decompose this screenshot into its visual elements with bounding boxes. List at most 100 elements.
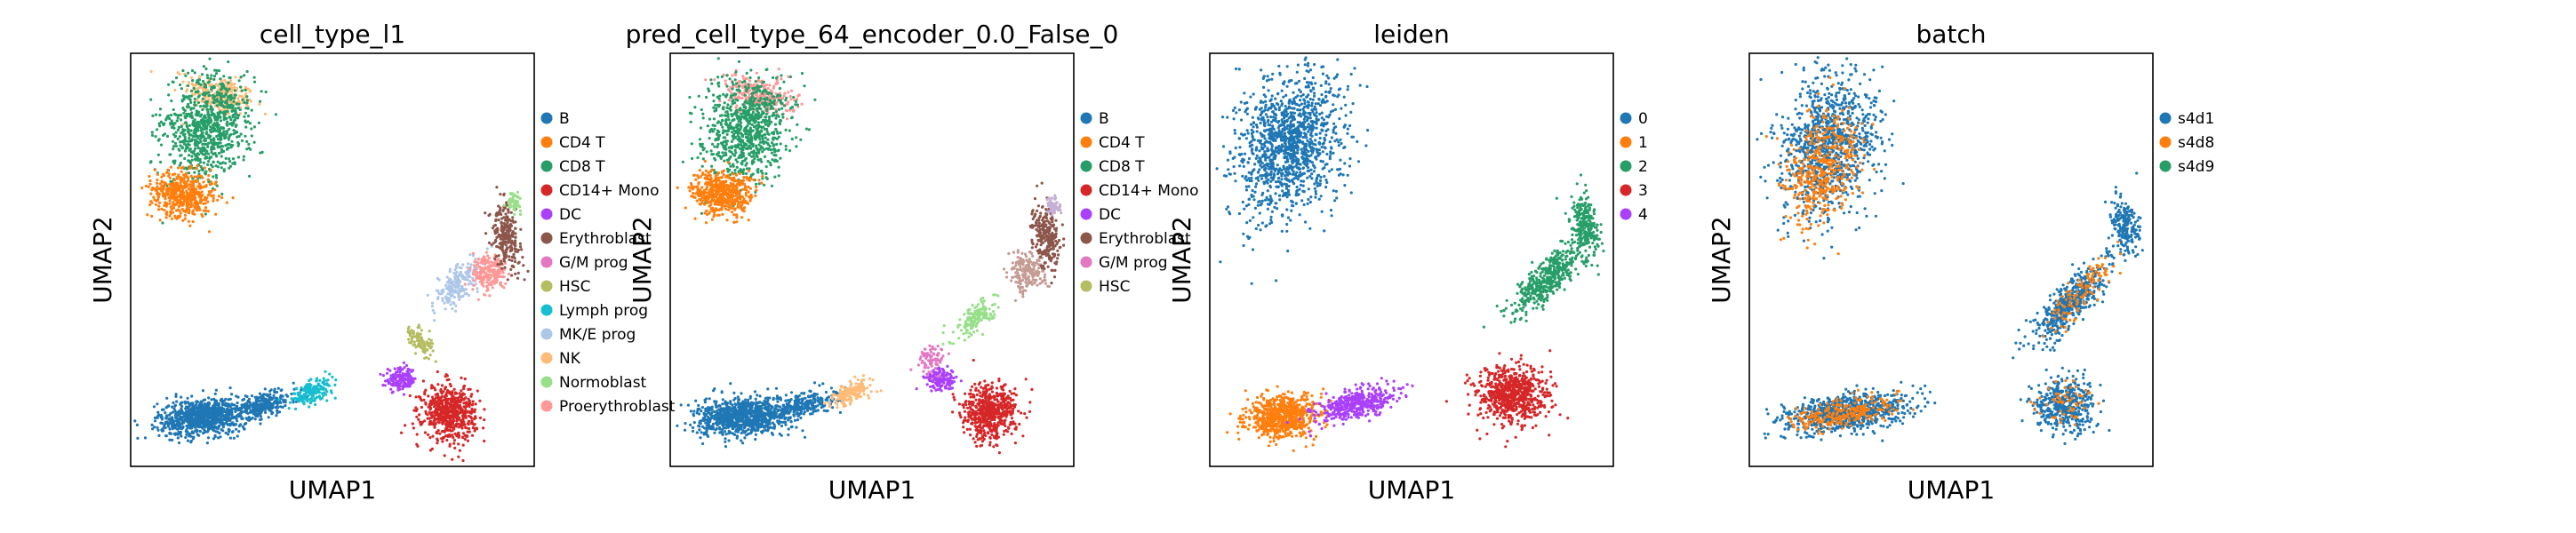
data-point: [509, 204, 513, 208]
data-point: [441, 298, 444, 303]
data-point: [716, 145, 719, 148]
data-point: [475, 426, 478, 430]
data-point: [465, 292, 468, 296]
data-point: [210, 416, 213, 419]
data-point: [502, 286, 506, 290]
data-point: [243, 115, 246, 118]
data-point: [423, 431, 428, 434]
data-point: [454, 416, 458, 419]
data-point: [224, 81, 228, 84]
data-point: [219, 88, 223, 91]
data-point: [518, 242, 523, 245]
data-point: [716, 95, 719, 99]
data-point: [176, 436, 180, 440]
data-point: [451, 421, 454, 425]
data-point: [482, 426, 485, 430]
data-point: [490, 283, 493, 287]
data-point: [186, 194, 189, 197]
data-point: [210, 150, 213, 154]
data-point: [421, 341, 425, 345]
data-point: [452, 442, 456, 445]
data-point: [240, 417, 244, 421]
data-point: [184, 402, 188, 405]
data-point: [180, 395, 183, 399]
data-point: [199, 161, 203, 164]
data-point: [180, 407, 183, 410]
data-point: [441, 440, 444, 443]
data-point: [279, 388, 283, 393]
data-point: [197, 141, 201, 145]
data-point: [201, 134, 204, 138]
data-point: [191, 92, 195, 96]
data-point: [182, 111, 186, 115]
data-point: [289, 401, 292, 404]
data-point: [196, 98, 199, 101]
data-point: [511, 264, 515, 267]
data-point: [213, 188, 217, 192]
data-point: [236, 106, 240, 110]
data-point: [737, 84, 741, 88]
data-point: [224, 421, 228, 425]
data-point: [294, 407, 298, 410]
data-point: [292, 397, 296, 401]
data-point: [211, 409, 214, 412]
data-point: [493, 223, 498, 227]
data-point: [391, 375, 396, 378]
data-point: [204, 67, 208, 71]
legend-label: G/M prog: [559, 254, 628, 272]
data-point: [202, 65, 206, 68]
data-point: [162, 195, 165, 198]
data-point: [412, 340, 416, 344]
data-point: [250, 127, 253, 131]
data-point: [150, 133, 155, 137]
data-point: [193, 139, 196, 142]
data-point: [196, 209, 199, 212]
data-point: [233, 162, 236, 166]
data-point: [443, 301, 446, 305]
data-point: [458, 392, 461, 395]
data-point: [452, 296, 456, 299]
data-point: [728, 89, 732, 92]
data-point: [438, 432, 442, 435]
data-point: [436, 370, 439, 374]
data-point: [198, 120, 202, 123]
data-point: [444, 418, 447, 421]
data-point: [236, 401, 239, 405]
data-point: [177, 125, 180, 130]
data-point: [246, 107, 250, 110]
data-point: [199, 174, 203, 178]
data-point: [478, 416, 483, 419]
data-point: [464, 401, 468, 405]
data-point: [184, 74, 188, 77]
data-point: [225, 402, 228, 406]
data-point: [252, 125, 256, 129]
data-point: [474, 402, 477, 406]
data-point: [473, 423, 476, 426]
data-point: [440, 417, 444, 420]
data-point: [196, 100, 200, 105]
data-point: [216, 160, 220, 163]
data-point: [144, 184, 148, 187]
data-point: [220, 400, 224, 403]
data-point: [428, 408, 432, 411]
data-point: [460, 266, 463, 270]
data-point: [513, 259, 517, 264]
data-point: [209, 76, 212, 81]
data-point: [270, 396, 274, 401]
data-point: [200, 418, 204, 421]
data-point: [209, 168, 212, 171]
data-point: [156, 185, 159, 188]
data-point: [506, 278, 509, 282]
data-point: [155, 199, 158, 203]
legend-marker: [540, 352, 553, 364]
data-point: [184, 166, 188, 170]
data-point: [178, 114, 181, 117]
data-point: [748, 79, 752, 83]
data-point: [244, 421, 248, 426]
data-point: [148, 203, 152, 207]
data-point: [207, 428, 211, 432]
data-point: [483, 418, 486, 422]
data-point: [161, 190, 164, 195]
data-point: [734, 106, 738, 109]
data-point: [401, 377, 404, 380]
